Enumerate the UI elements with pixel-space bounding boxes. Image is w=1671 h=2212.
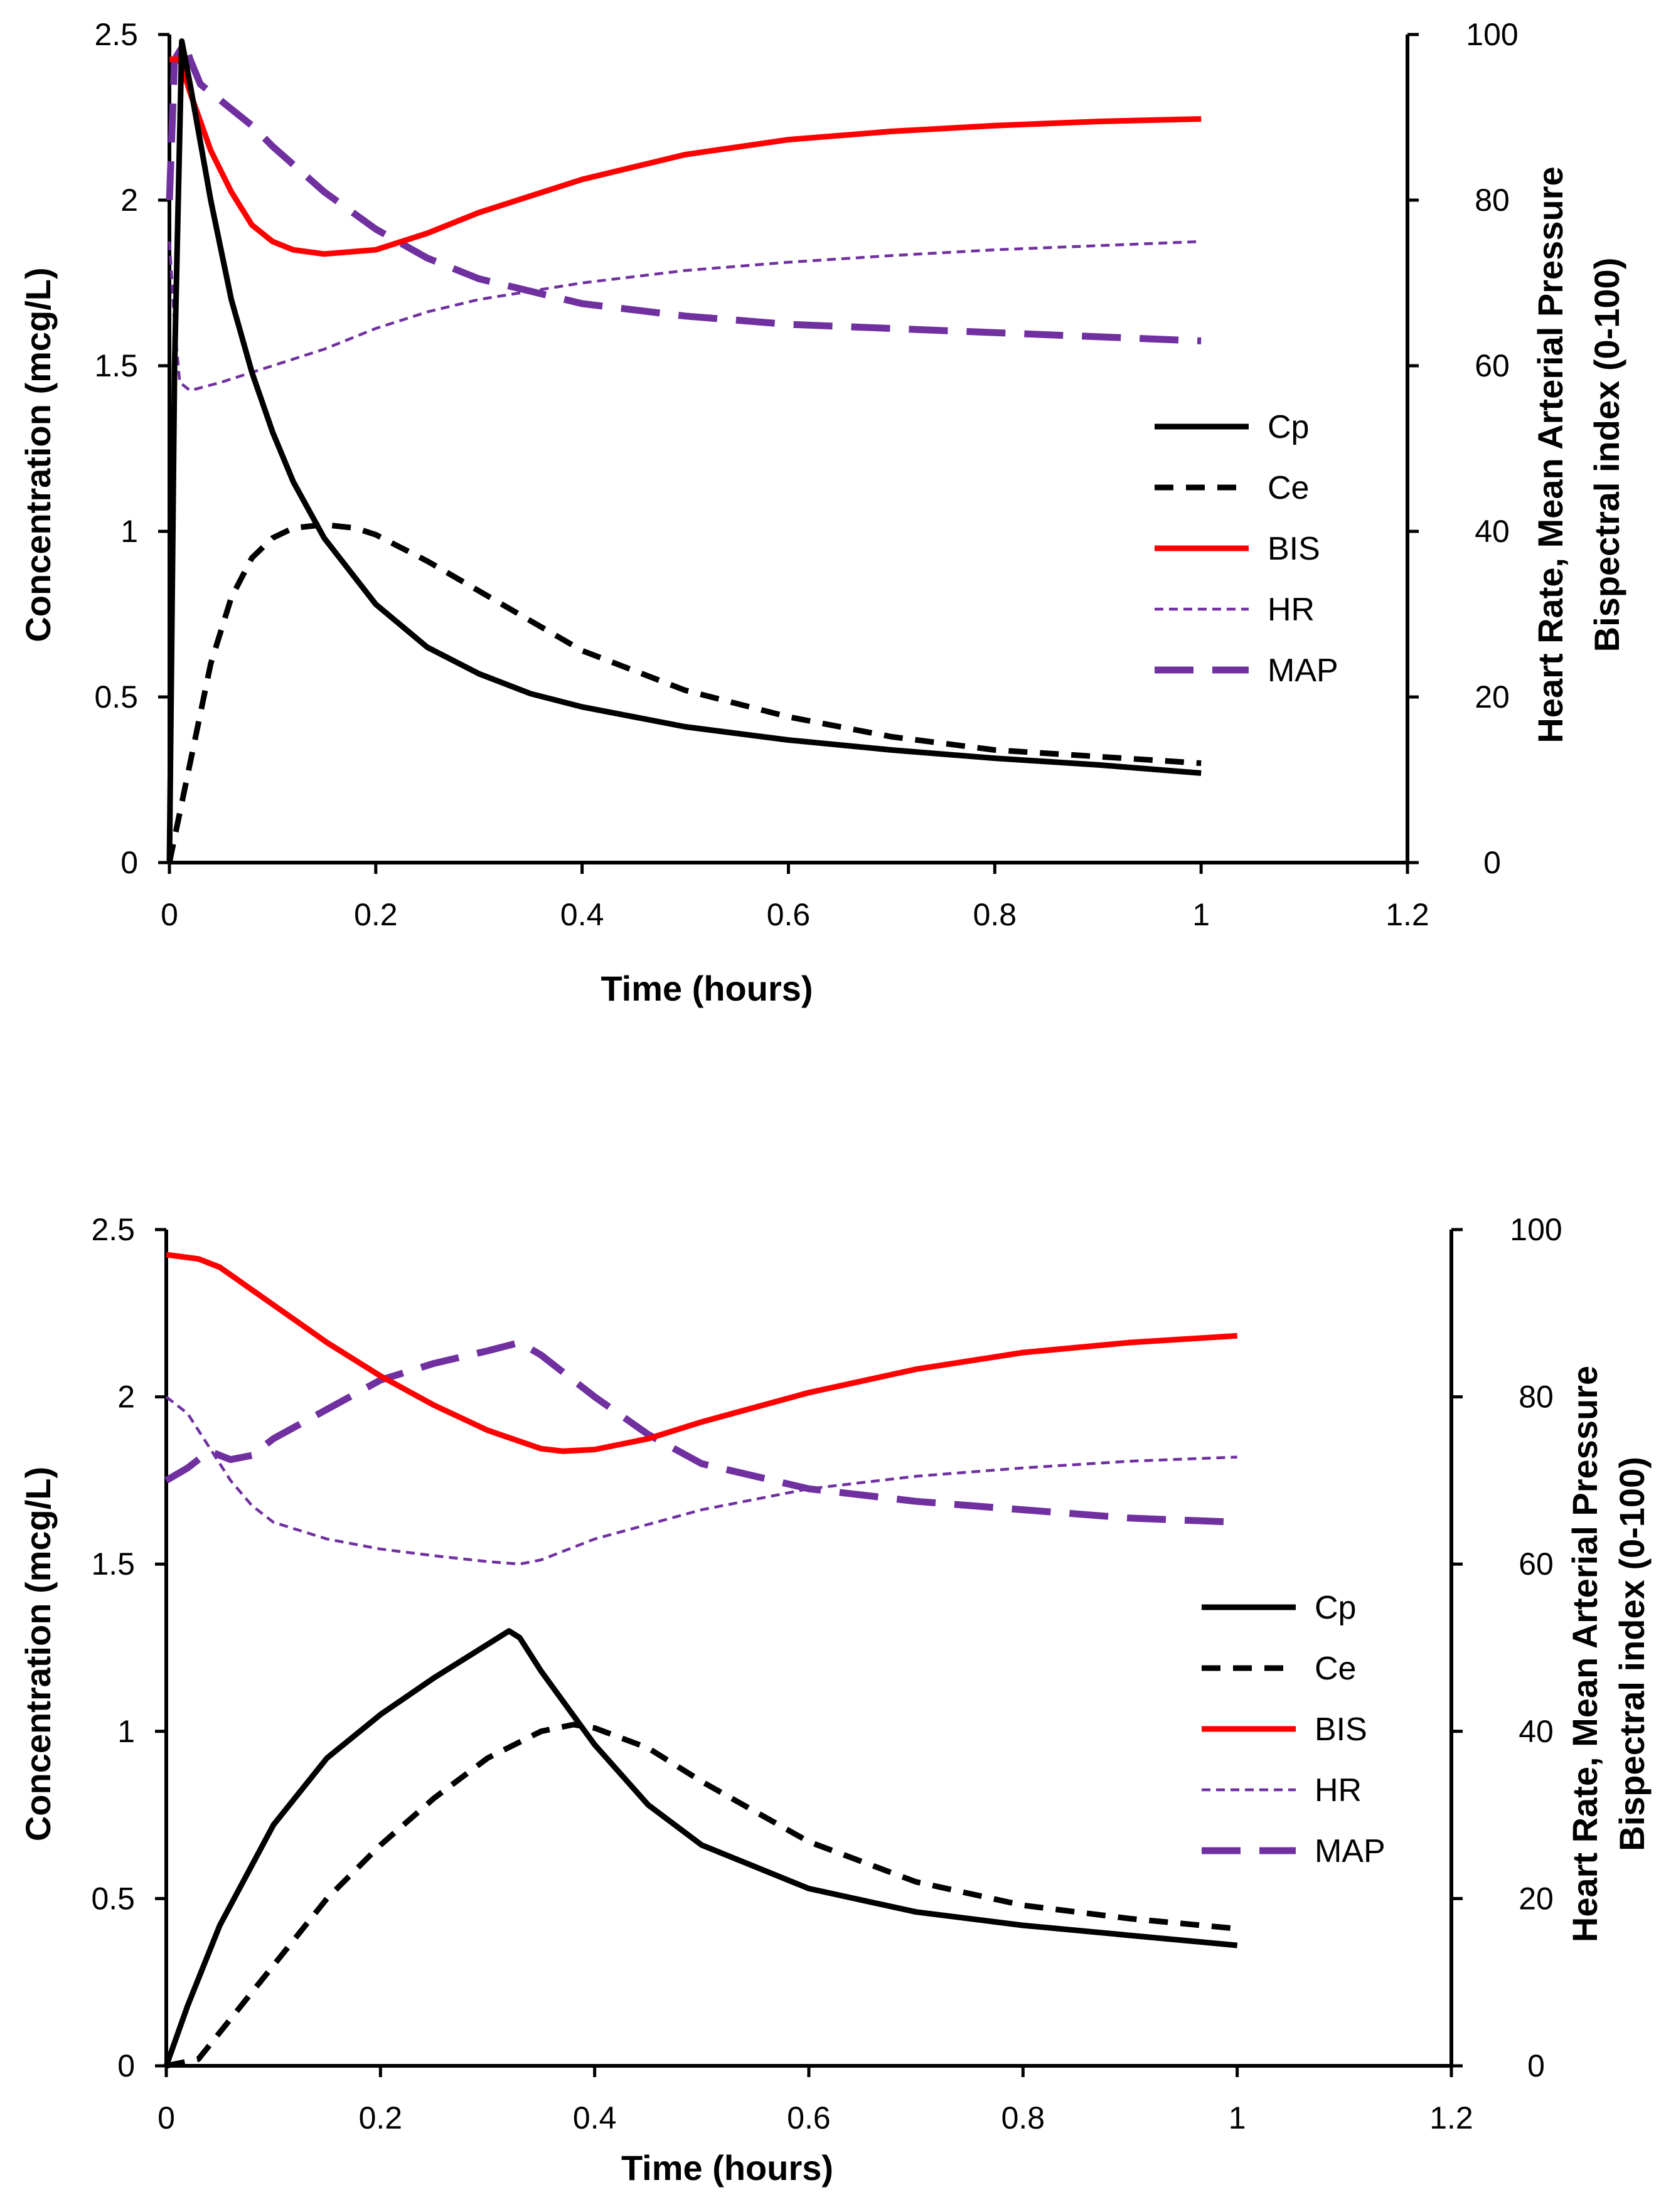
- legend-label-map: MAP: [1315, 1833, 1385, 1869]
- y2-tick-label: 80: [1475, 183, 1510, 218]
- y-tick-label: 2: [120, 183, 138, 218]
- y-tick-label: 2.5: [91, 1212, 135, 1247]
- series-line-ce: [166, 1721, 1238, 2069]
- y-tick-label: 0: [117, 2048, 135, 2083]
- y-tick-label: 0.5: [94, 679, 138, 715]
- chart-bottom: 0 0.2 0.4 0.6 0.8 1 1.2 0 0.5 1 1.5 2 2.5 0 20 40 60 80 10…: [18, 1212, 1652, 2188]
- x-tick-label: 0: [161, 897, 178, 932]
- y-tick-label: 1.5: [94, 348, 138, 383]
- y-tick-label: 2: [117, 1380, 135, 1415]
- x-tick-label: 1: [1192, 897, 1210, 932]
- legend-label-map: MAP: [1268, 652, 1338, 689]
- x-tick-label: 0.8: [1001, 2100, 1045, 2135]
- y2-tick-label: 60: [1475, 348, 1510, 383]
- plot-area: [166, 38, 1202, 863]
- y-axis-title: Concentration (mcg/L): [18, 1467, 58, 1841]
- y-tick-label: 1: [120, 514, 138, 549]
- legend-label-hr: HR: [1268, 592, 1315, 628]
- y-axis-title: Concentration (mcg/L): [18, 267, 58, 642]
- x-tick-label: 1.2: [1429, 2100, 1473, 2135]
- y-tick-label: 2.5: [94, 17, 138, 52]
- y2-axis-title-line2: Bispectral index (0-100): [1612, 1457, 1652, 1851]
- x-tick-label: 1: [1229, 2100, 1246, 2135]
- plot-area: [163, 1252, 1238, 2069]
- x-tick-label: 0.2: [354, 897, 398, 932]
- chart-top: 0 0.2 0.4 0.6 0.8 1 1.2 0 0.5 1 1.5 2 2.5 0 20 40 60 80 10…: [18, 17, 1626, 1008]
- legend-label-cp: Cp: [1315, 1590, 1356, 1626]
- legend-label-ce: Ce: [1315, 1651, 1356, 1687]
- y-tick-label: 1.5: [91, 1546, 135, 1582]
- y2-tick-label: 0: [1527, 2048, 1545, 2083]
- x-tick-label: 0.6: [787, 2100, 831, 2135]
- x-tick-label: 0: [157, 2100, 175, 2135]
- x-tick-label: 0.8: [973, 897, 1017, 932]
- y2-tick-label: 40: [1475, 514, 1510, 549]
- series-line-hr: [165, 1395, 1237, 1566]
- y2-tick-label: 20: [1475, 679, 1510, 715]
- y-tick-label: 0.5: [91, 1881, 135, 1916]
- series-line-bis: [169, 56, 1202, 257]
- y2-tick-label: 100: [1466, 17, 1518, 52]
- y2-tick-label: 40: [1519, 1714, 1554, 1749]
- series-line-bis: [166, 1252, 1237, 1454]
- legend-label-ce: Ce: [1268, 470, 1309, 506]
- x-tick-label: 0.2: [359, 2100, 403, 2135]
- y2-tick-label: 100: [1510, 1212, 1562, 1247]
- y2-axis-title-line2: Bispectral index (0-100): [1587, 258, 1626, 652]
- legend-label-bis: BIS: [1268, 531, 1320, 567]
- x-tick-label: 0.4: [560, 897, 604, 932]
- series-line-cp: [163, 1628, 1238, 2067]
- y-tick-label: 1: [117, 1714, 135, 1749]
- series-line-hr: [168, 240, 1202, 392]
- series-line-map: [164, 1339, 1237, 1526]
- x-tick-label: 0.4: [573, 2100, 617, 2135]
- x-axis-title: Time (hours): [621, 2148, 833, 2188]
- y2-tick-label: 60: [1519, 1546, 1554, 1582]
- legend-label-cp: Cp: [1268, 409, 1309, 445]
- legend-label-bis: BIS: [1315, 1711, 1367, 1748]
- y2-tick-label: 80: [1519, 1380, 1554, 1415]
- x-tick-label: 0.6: [767, 897, 811, 932]
- x-tick-label: 1.2: [1385, 897, 1429, 932]
- x-axis-title: Time (hours): [601, 969, 813, 1008]
- series-line-ce: [166, 521, 1202, 863]
- y2-tick-label: 20: [1519, 1881, 1554, 1916]
- y-tick-label: 0: [120, 845, 138, 880]
- y2-axis-title-line1: Heart Rate, Mean Arterial Pressure: [1565, 1366, 1604, 1942]
- series-line-map: [166, 39, 1202, 344]
- series-line-cp: [166, 38, 1202, 863]
- legend-label-hr: HR: [1315, 1772, 1362, 1809]
- y2-tick-label: 0: [1483, 845, 1501, 880]
- y2-axis-title-line1: Heart Rate, Mean Arterial Pressure: [1530, 166, 1570, 743]
